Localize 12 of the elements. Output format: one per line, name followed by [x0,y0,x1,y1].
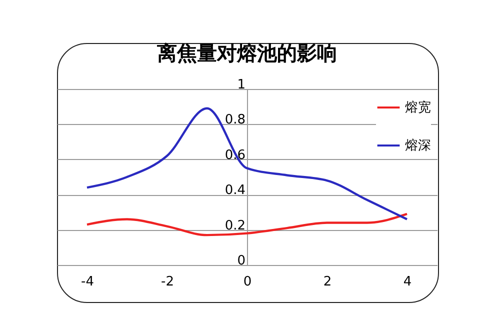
legend-label: 熔深 [405,138,431,154]
x-tick-label: -4 [81,274,94,290]
y-tick-label: 0 [237,254,246,268]
chart-title: 离焦量对熔池的影响 [156,41,337,65]
x-tick-label: 2 [323,274,332,290]
x-tick-label: -2 [161,274,174,290]
y-tick-label: 0.4 [224,183,246,198]
y-tick-label: 0.8 [224,112,246,128]
x-tick-label: 4 [403,274,412,290]
y-tick-label: 0.2 [224,218,246,234]
legend-label: 熔宽 [405,100,431,116]
y-tick-label: 1 [237,78,246,92]
